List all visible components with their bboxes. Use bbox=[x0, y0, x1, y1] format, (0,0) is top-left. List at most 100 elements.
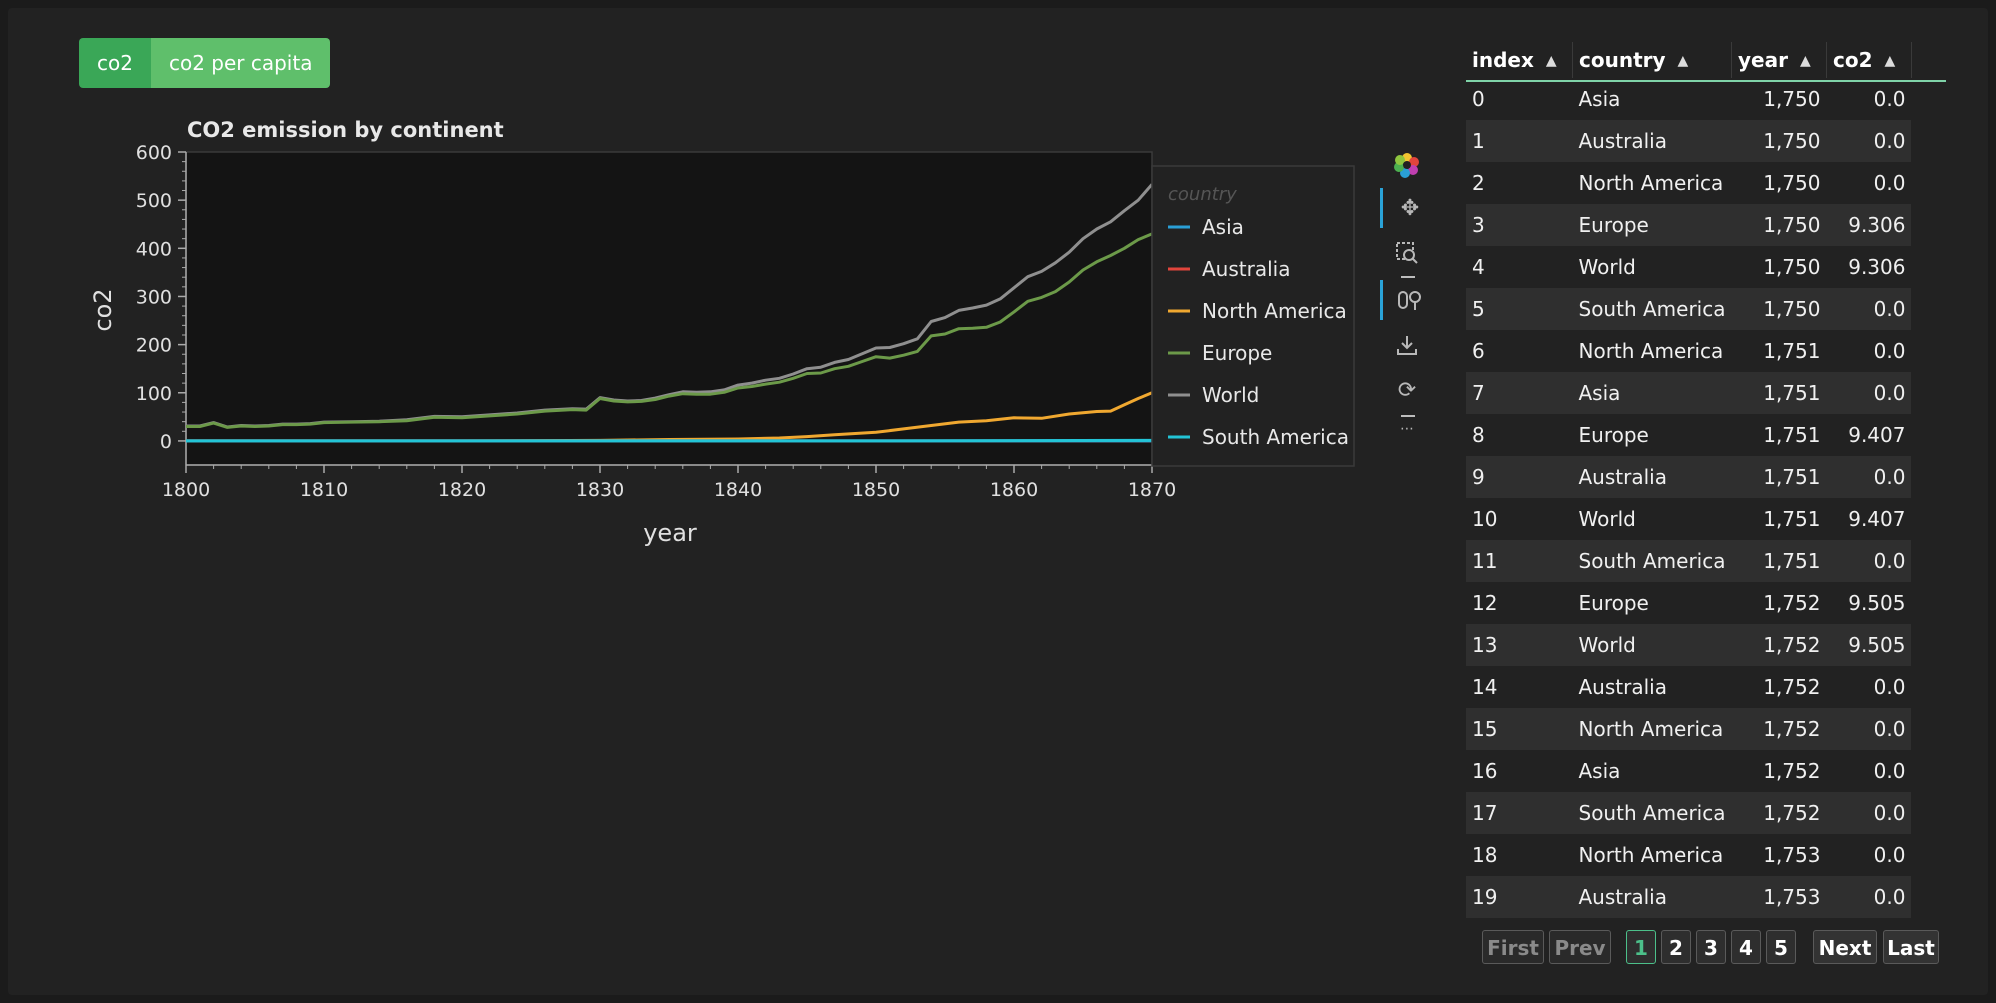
last-page-button[interactable]: Last bbox=[1883, 930, 1939, 964]
sort-asc-icon[interactable]: ▲ bbox=[1884, 53, 1896, 69]
cell-country: World bbox=[1572, 624, 1732, 666]
legend-label[interactable]: World bbox=[1202, 383, 1259, 407]
page-2-button[interactable]: 2 bbox=[1661, 930, 1691, 964]
table-row[interactable]: 17 South America 1,752 0.0 bbox=[1466, 792, 1912, 834]
next-page-button[interactable]: Next bbox=[1813, 930, 1877, 964]
legend-label[interactable]: North America bbox=[1202, 299, 1347, 323]
cell-co2: 0.0 bbox=[1826, 876, 1912, 918]
cell-co2: 0.0 bbox=[1826, 666, 1912, 708]
page-1-button[interactable]: 1 bbox=[1626, 930, 1656, 964]
table-row[interactable]: 3 Europe 1,750 9.306 bbox=[1466, 204, 1912, 246]
page-4-button[interactable]: 4 bbox=[1731, 930, 1761, 964]
legend-label[interactable]: Australia bbox=[1202, 257, 1290, 281]
table-row[interactable]: 13 World 1,752 9.505 bbox=[1466, 624, 1912, 666]
pan-icon[interactable]: ✥ bbox=[1380, 188, 1437, 228]
table-row[interactable]: 8 Europe 1,751 9.407 bbox=[1466, 414, 1912, 456]
series-line-south-america[interactable] bbox=[186, 438, 1153, 443]
cell-index: 9 bbox=[1466, 456, 1573, 498]
y-tick-label: 200 bbox=[136, 335, 172, 357]
cell-index: 2 bbox=[1466, 162, 1573, 204]
cell-country: North America bbox=[1572, 330, 1732, 372]
box-zoom-icon[interactable] bbox=[1380, 233, 1434, 273]
cell-year: 1,750 bbox=[1731, 204, 1827, 246]
prev-page-button[interactable]: Prev bbox=[1549, 930, 1611, 964]
table-row[interactable]: 15 North America 1,752 0.0 bbox=[1466, 708, 1912, 750]
cell-co2: 0.0 bbox=[1826, 162, 1912, 204]
legend-label[interactable]: Europe bbox=[1202, 341, 1272, 365]
page-5-button[interactable]: 5 bbox=[1766, 930, 1796, 964]
first-page-button[interactable]: First bbox=[1482, 930, 1544, 964]
co2-toggle-button[interactable]: co2 bbox=[79, 38, 151, 88]
more-icon[interactable]: ⋯ bbox=[1400, 421, 1414, 437]
save-icon[interactable] bbox=[1380, 325, 1434, 365]
sort-asc-icon[interactable]: ▲ bbox=[1545, 53, 1557, 69]
legend-label[interactable]: South America bbox=[1202, 425, 1349, 449]
cell-index: 17 bbox=[1466, 792, 1573, 834]
column-header-country[interactable]: country ▲ bbox=[1572, 42, 1732, 78]
x-tick-label: 1800 bbox=[162, 479, 210, 501]
cell-country: South America bbox=[1572, 288, 1732, 330]
cell-year: 1,752 bbox=[1731, 750, 1827, 792]
plot-area[interactable] bbox=[185, 151, 1153, 466]
cell-year: 1,753 bbox=[1731, 834, 1827, 876]
cell-co2: 0.0 bbox=[1826, 330, 1912, 372]
cell-country: Australia bbox=[1572, 456, 1732, 498]
cell-country: Asia bbox=[1572, 372, 1732, 414]
cell-co2: 0.0 bbox=[1826, 288, 1912, 330]
cell-year: 1,750 bbox=[1731, 288, 1827, 330]
table-row[interactable]: 9 Australia 1,751 0.0 bbox=[1466, 456, 1912, 498]
table-row[interactable]: 12 Europe 1,752 9.505 bbox=[1466, 582, 1912, 624]
reset-icon[interactable]: ⟳ bbox=[1397, 377, 1417, 403]
x-tick-label: 1810 bbox=[300, 479, 348, 501]
x-tick-label: 1860 bbox=[990, 479, 1038, 501]
legend-label[interactable]: Asia bbox=[1202, 215, 1244, 239]
table-row[interactable]: 6 North America 1,751 0.0 bbox=[1466, 330, 1912, 372]
table-row[interactable]: 2 North America 1,750 0.0 bbox=[1466, 162, 1912, 204]
cell-co2: 0.0 bbox=[1826, 372, 1912, 414]
table-row[interactable]: 7 Asia 1,751 0.0 bbox=[1466, 372, 1912, 414]
cell-country: World bbox=[1572, 498, 1732, 540]
cell-year: 1,751 bbox=[1731, 372, 1827, 414]
co2-line-chart[interactable]: 0 100 200 300 400 500 600 1800 1810 1820 1830 1840 1… bbox=[0, 0, 1400, 580]
cell-year: 1,752 bbox=[1731, 792, 1827, 834]
y-tick-label: 0 bbox=[160, 431, 172, 453]
cell-co2: 0.0 bbox=[1826, 120, 1912, 162]
table-row[interactable]: 18 North America 1,753 0.0 bbox=[1466, 834, 1912, 876]
column-header-index[interactable]: index ▲ bbox=[1466, 42, 1573, 78]
cell-year: 1,750 bbox=[1731, 120, 1827, 162]
table-row[interactable]: 19 Australia 1,753 0.0 bbox=[1466, 876, 1912, 918]
cell-country: Asia bbox=[1572, 78, 1732, 120]
table-row[interactable]: 4 World 1,750 9.306 bbox=[1466, 246, 1912, 288]
table-row[interactable]: 16 Asia 1,752 0.0 bbox=[1466, 750, 1912, 792]
sort-asc-icon[interactable]: ▲ bbox=[1799, 53, 1811, 69]
sort-asc-icon[interactable]: ▲ bbox=[1677, 53, 1689, 69]
cell-index: 13 bbox=[1466, 624, 1573, 666]
wheel-zoom-icon[interactable] bbox=[1380, 280, 1437, 320]
column-header-co2[interactable]: co2 ▲ bbox=[1826, 42, 1912, 78]
table-row[interactable]: 0 Asia 1,750 0.0 bbox=[1466, 78, 1912, 120]
cell-year: 1,751 bbox=[1731, 456, 1827, 498]
y-tick-label: 400 bbox=[136, 238, 172, 260]
table-row[interactable]: 11 South America 1,751 0.0 bbox=[1466, 540, 1912, 582]
cell-co2: 9.306 bbox=[1826, 246, 1912, 288]
x-tick-label: 1830 bbox=[576, 479, 624, 501]
y-tick-label: 300 bbox=[136, 286, 172, 308]
cell-co2: 9.505 bbox=[1826, 582, 1912, 624]
cell-co2: 9.407 bbox=[1826, 414, 1912, 456]
bokeh-logo-icon[interactable] bbox=[1380, 145, 1434, 185]
table-row[interactable]: 14 Australia 1,752 0.0 bbox=[1466, 666, 1912, 708]
table-row[interactable]: 5 South America 1,750 0.0 bbox=[1466, 288, 1912, 330]
cell-index: 1 bbox=[1466, 120, 1573, 162]
table-row[interactable]: 10 World 1,751 9.407 bbox=[1466, 498, 1912, 540]
column-header-year[interactable]: year ▲ bbox=[1731, 42, 1827, 78]
page-3-button[interactable]: 3 bbox=[1696, 930, 1726, 964]
cell-index: 12 bbox=[1466, 582, 1573, 624]
y-axis-label: co2 bbox=[89, 288, 117, 331]
header-divider bbox=[1466, 80, 1946, 82]
table-row[interactable]: 1 Australia 1,750 0.0 bbox=[1466, 120, 1912, 162]
cell-co2: 9.306 bbox=[1826, 204, 1912, 246]
series-line-europe[interactable] bbox=[186, 232, 1153, 429]
cell-index: 15 bbox=[1466, 708, 1573, 750]
cell-country: North America bbox=[1572, 162, 1732, 204]
co2-per-capita-toggle-button[interactable]: co2 per capita bbox=[150, 38, 331, 88]
